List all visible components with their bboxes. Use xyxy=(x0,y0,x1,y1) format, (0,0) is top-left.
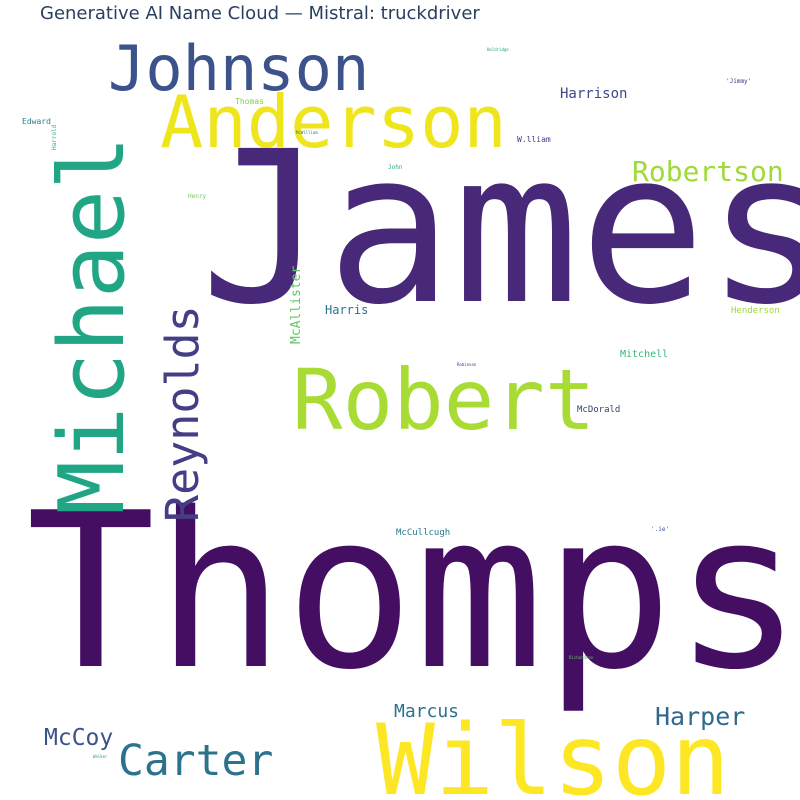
word-james: James xyxy=(200,106,800,351)
word-walker: Walker xyxy=(93,754,108,759)
word-harrison: Harrison xyxy=(560,86,628,102)
word-johnson: Johnson xyxy=(108,32,370,105)
chart-title: Generative AI Name Cloud — Mistral: truc… xyxy=(40,3,480,24)
word-william: W.lliam xyxy=(517,135,551,144)
word-ie: '.ie' xyxy=(651,526,670,533)
word-harper: Harper xyxy=(655,702,746,731)
word-robertson: Robertson xyxy=(632,155,784,188)
word-harrold: Harrold xyxy=(51,124,58,150)
word-henry: Henry xyxy=(188,193,207,200)
word-mccullcugh: McCullcugh xyxy=(396,528,451,538)
word-edward: Edward xyxy=(22,117,51,126)
word-richardson: Richardson xyxy=(569,655,594,660)
word-mcwilliam: McWilliam xyxy=(296,130,318,135)
word-harris: Harris xyxy=(325,303,369,317)
word-thompson: Thompson xyxy=(26,466,800,717)
word-michael: Michael xyxy=(40,135,145,515)
word-mcdorald: McDorald xyxy=(577,405,621,415)
word-thomas: Thomas xyxy=(235,97,264,106)
word-jimmy: 'Jimmy' xyxy=(726,78,752,85)
word-anderson: Anderson xyxy=(160,80,507,164)
word-reynolds: Reynolds xyxy=(156,305,209,522)
word-carter: Carter xyxy=(118,736,274,786)
word-mcallister: McAllister xyxy=(289,265,304,344)
word-john: John xyxy=(388,164,403,171)
word-mitchell: Mitchell xyxy=(620,349,669,360)
word-robert: Robert xyxy=(292,351,596,449)
word-wilson: Wilson xyxy=(376,704,731,800)
word-holdridge: Holdridge xyxy=(487,47,509,52)
word-marcus: Marcus xyxy=(394,701,460,722)
word-mccoy: McCoy xyxy=(44,725,114,751)
word-robinson: Robinson xyxy=(457,362,477,367)
word-henderson: Henderson xyxy=(731,306,780,316)
